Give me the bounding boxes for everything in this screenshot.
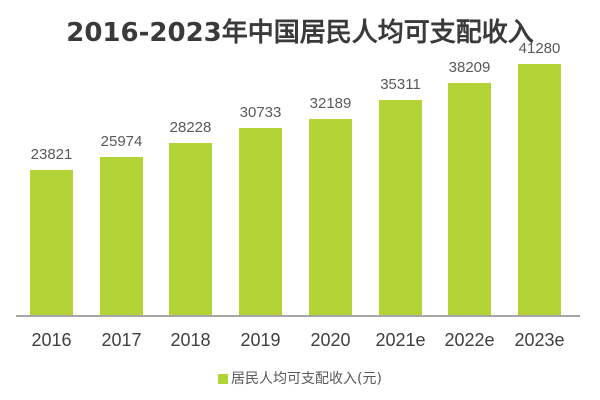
data-label: 32189 [309,95,352,112]
data-label: 23821 [30,146,73,163]
bar [309,119,352,315]
chart-title: 2016-2023年中国居民人均可支配收入 [66,18,534,48]
data-label: 38209 [448,59,491,76]
x-tick-label: 2023e [514,330,565,350]
bar [239,128,282,315]
x-tick-label: 2016 [31,330,72,350]
data-label: 28228 [169,119,212,136]
bar [100,157,143,315]
x-tick-label: 2019 [240,330,281,350]
legend-label: 居民人均可支配收入(元) [231,371,382,387]
x-tick-label: 2021e [375,330,426,350]
legend: 居民人均可支配收入(元) [0,368,600,388]
bar [448,83,491,315]
data-label: 30733 [239,104,282,121]
data-label: 41280 [518,40,561,57]
data-label: 35311 [380,76,421,93]
x-tick-label: 2022e [444,330,495,350]
legend-swatch-icon [218,374,229,384]
data-label: 25974 [100,133,143,150]
x-tick-label: 2020 [310,330,351,350]
bar [169,143,212,315]
x-tick-label: 2018 [170,330,211,350]
x-axis-line [16,315,580,317]
bar [379,100,422,315]
bar [30,170,73,315]
x-tick-label: 2017 [101,330,142,350]
bar [518,64,561,315]
